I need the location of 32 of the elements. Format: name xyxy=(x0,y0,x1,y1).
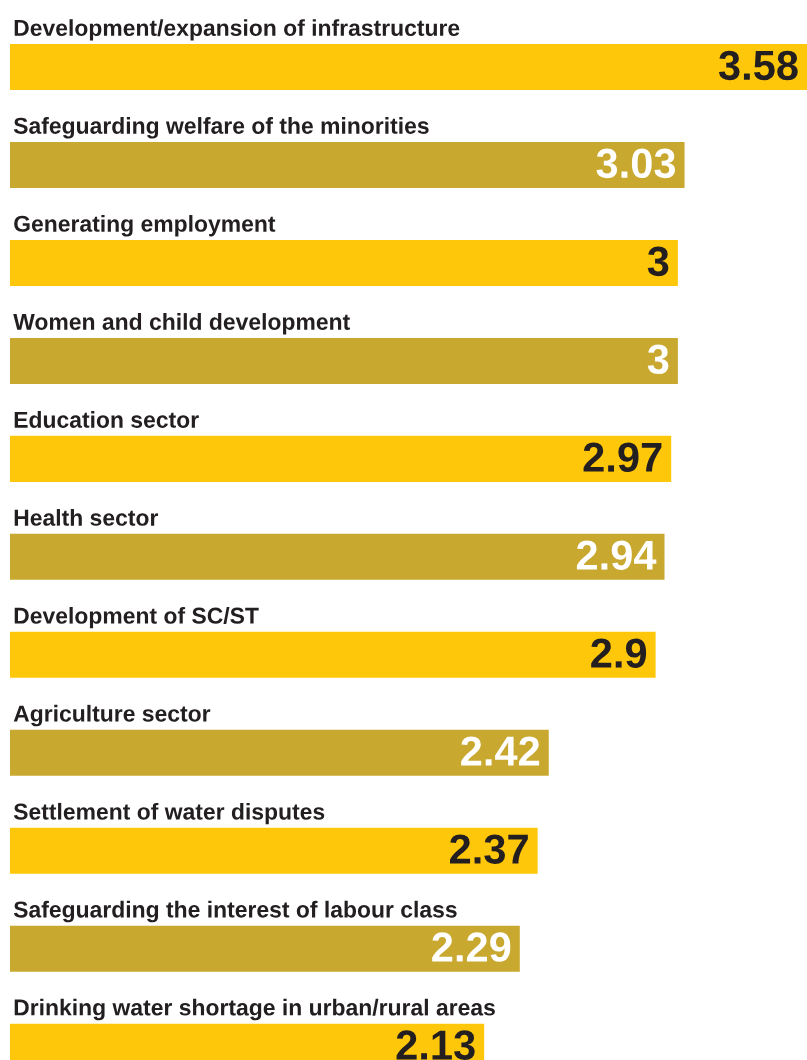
y-tick-label: Health sector xyxy=(14,509,159,526)
bar xyxy=(10,925,520,972)
data-label: 2.37 xyxy=(450,834,528,864)
y-tick-label: Education sector xyxy=(14,411,199,428)
bar xyxy=(10,435,672,482)
y-tick-label: Settlement of water disputes xyxy=(13,802,325,825)
y-tick-label: Safeguarding welfare of the minorities xyxy=(13,117,429,139)
data-label: 2.13 xyxy=(396,1030,475,1060)
bar xyxy=(10,239,678,286)
data-label: 2.29 xyxy=(432,932,511,962)
data-label: 2.94 xyxy=(576,540,657,570)
y-tick-label: Generating employment xyxy=(14,215,276,237)
y-tick-label: Development of SC/ST xyxy=(14,607,259,629)
bar xyxy=(10,631,656,678)
data-label: 3 xyxy=(647,344,669,375)
bar xyxy=(10,43,807,91)
data-label: 2.9 xyxy=(591,638,647,668)
bar xyxy=(10,827,538,874)
data-label: 3 xyxy=(647,246,669,277)
bar xyxy=(10,337,678,384)
y-tick-label: Drinking water shortage in urban/rural areas xyxy=(14,998,495,1021)
y-tick-label: Development/expansion of infrastructure xyxy=(14,19,460,41)
y-tick-label: Women and child development xyxy=(13,313,350,335)
bar xyxy=(10,533,665,580)
data-label: 3.58 xyxy=(718,50,798,81)
y-tick-label: Safeguarding the interest of labour class xyxy=(13,900,457,923)
bar xyxy=(10,729,549,776)
y-tick-label: Agriculture sector xyxy=(13,704,211,727)
data-label: 2.97 xyxy=(583,442,662,473)
data-label: 2.42 xyxy=(461,736,540,766)
data-label: 3.03 xyxy=(596,148,676,179)
bar xyxy=(10,141,685,188)
